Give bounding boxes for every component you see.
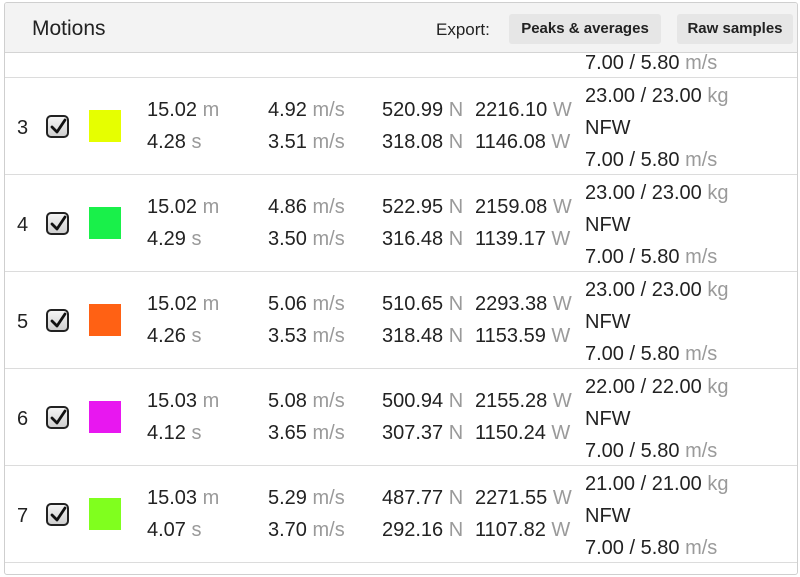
export-raw-samples-button[interactable]: Raw samples [677,14,793,44]
motion-row[interactable]: 3 15.02 m 4.28 s 4.92 m/s 3.51 m/s 520.9… [5,78,797,175]
duration-value: 4.12 s [147,422,202,444]
velocity-average: 3.50 m/s [268,228,345,250]
power-peak: 2271.55 W [475,487,572,509]
power-average: 1107.82 W [475,519,571,541]
power-average: 1153.59 W [475,325,571,347]
panel-header: Motions Export: Peaks & averages Raw sam… [5,3,797,53]
distance-value: 15.02 m [147,196,220,218]
motion-color-swatch [89,498,121,530]
power-peak: 2159.08 W [475,196,572,218]
motion-index: 5 [17,311,29,333]
velocity-peak: 5.29 m/s [268,487,345,509]
speed-setting: 7.00 / 5.80 m/s [585,149,718,171]
motion-checkbox[interactable] [46,503,69,526]
force-peak: 520.99 N [382,99,464,121]
distance-value: 15.02 m [147,293,220,315]
checkmark-icon [50,118,67,134]
mode-label: NFW [585,214,631,236]
motion-color-swatch [89,304,121,336]
motion-index: 3 [17,117,29,139]
export-peaks-averages-button[interactable]: Peaks & averages [509,14,661,44]
velocity-peak: 4.86 m/s [268,196,345,218]
power-average: 1150.24 W [475,422,571,444]
duration-value: 4.26 s [147,325,202,347]
force-average: 318.08 N [382,131,464,153]
mode-label: NFW [585,117,631,139]
load-setting: 23.00 / 23.00 kg [585,279,729,301]
force-peak: 522.95 N [382,196,464,218]
motion-row[interactable]: 5 15.02 m 4.26 s 5.06 m/s 3.53 m/s 510.6… [5,272,797,369]
power-average: 1146.08 W [475,131,571,153]
motions-list: 7.00 / 5.80 m/s 3 15.02 m 4.28 s 4.92 m/… [5,3,797,574]
distance-value: 15.03 m [147,390,220,412]
velocity-peak: 5.08 m/s [268,390,345,412]
power-peak: 2293.38 W [475,293,572,315]
power-average: 1139.17 W [475,228,571,250]
speed-setting: 7.00 / 5.80 m/s [585,440,718,462]
motion-color-swatch [89,207,121,239]
checkmark-icon [50,215,67,231]
velocity-average: 3.51 m/s [268,131,345,153]
power-peak: 2216.10 W [475,99,572,121]
motion-index: 7 [17,505,29,527]
mode-label: NFW [585,311,631,333]
motion-row[interactable]: 4 15.02 m 4.29 s 4.86 m/s 3.50 m/s 522.9… [5,175,797,272]
duration-value: 4.07 s [147,519,202,541]
speed-setting: 7.00 / 5.80 m/s [585,343,718,365]
mode-label: NFW [585,408,631,430]
force-average: 318.48 N [382,325,464,347]
motion-checkbox[interactable] [46,115,69,138]
load-setting: 23.00 / 23.00 kg [585,182,729,204]
velocity-average: 3.70 m/s [268,519,345,541]
duration-value: 4.29 s [147,228,202,250]
force-average: 292.16 N [382,519,464,541]
motion-checkbox[interactable] [46,406,69,429]
export-label: Export: [436,20,490,39]
motion-color-swatch [89,401,121,433]
force-peak: 487.77 N [382,487,464,509]
force-average: 307.37 N [382,422,464,444]
speed-setting: 7.00 / 5.80 m/s [585,52,718,74]
checkmark-icon [50,409,67,425]
motion-row[interactable]: 6 15.03 m 4.12 s 5.08 m/s 3.65 m/s 500.9… [5,369,797,466]
velocity-peak: 5.06 m/s [268,293,345,315]
speed-setting: 7.00 / 5.80 m/s [585,246,718,268]
motion-index: 6 [17,408,29,430]
motions-panel: 7.00 / 5.80 m/s 3 15.02 m 4.28 s 4.92 m/… [4,2,798,575]
motion-checkbox[interactable] [46,309,69,332]
force-average: 316.48 N [382,228,464,250]
distance-value: 15.03 m [147,487,220,509]
load-setting: 23.00 / 23.00 kg [585,85,729,107]
velocity-average: 3.65 m/s [268,422,345,444]
power-peak: 2155.28 W [475,390,572,412]
motion-index: 4 [17,214,29,236]
velocity-average: 3.53 m/s [268,325,345,347]
duration-value: 4.28 s [147,131,202,153]
panel-title: Motions [32,17,106,40]
load-setting: 22.00 / 22.00 kg [585,376,729,398]
velocity-peak: 4.92 m/s [268,99,345,121]
motion-row[interactable]: 7 15.03 m 4.07 s 5.29 m/s 3.70 m/s 487.7… [5,466,797,563]
force-peak: 500.94 N [382,390,464,412]
motion-checkbox[interactable] [46,212,69,235]
checkmark-icon [50,506,67,522]
checkmark-icon [50,312,67,328]
motion-row-partial: 7.00 / 5.80 m/s [5,3,797,78]
speed-setting: 7.00 / 5.80 m/s [585,537,718,559]
mode-label: NFW [585,505,631,527]
load-setting: 21.00 / 21.00 kg [585,473,729,495]
force-peak: 510.65 N [382,293,464,315]
motion-color-swatch [89,110,121,142]
distance-value: 15.02 m [147,99,220,121]
